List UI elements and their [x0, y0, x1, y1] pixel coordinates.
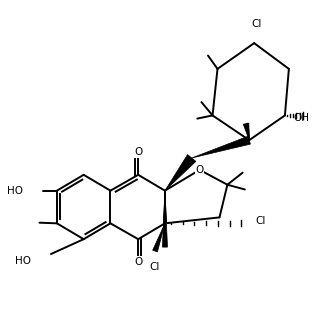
Polygon shape [243, 123, 249, 140]
Text: O: O [196, 165, 204, 175]
Text: OH: OH [294, 113, 310, 123]
Polygon shape [163, 191, 167, 247]
Text: Cl: Cl [255, 216, 266, 226]
Polygon shape [192, 136, 251, 158]
Text: Cl: Cl [251, 19, 261, 29]
Polygon shape [165, 154, 196, 191]
Text: Cl: Cl [150, 262, 160, 272]
Text: HO: HO [7, 186, 23, 196]
Text: O: O [134, 257, 142, 267]
Text: O: O [134, 147, 142, 157]
Text: HO: HO [15, 256, 31, 266]
Polygon shape [164, 191, 166, 223]
Polygon shape [153, 223, 165, 252]
